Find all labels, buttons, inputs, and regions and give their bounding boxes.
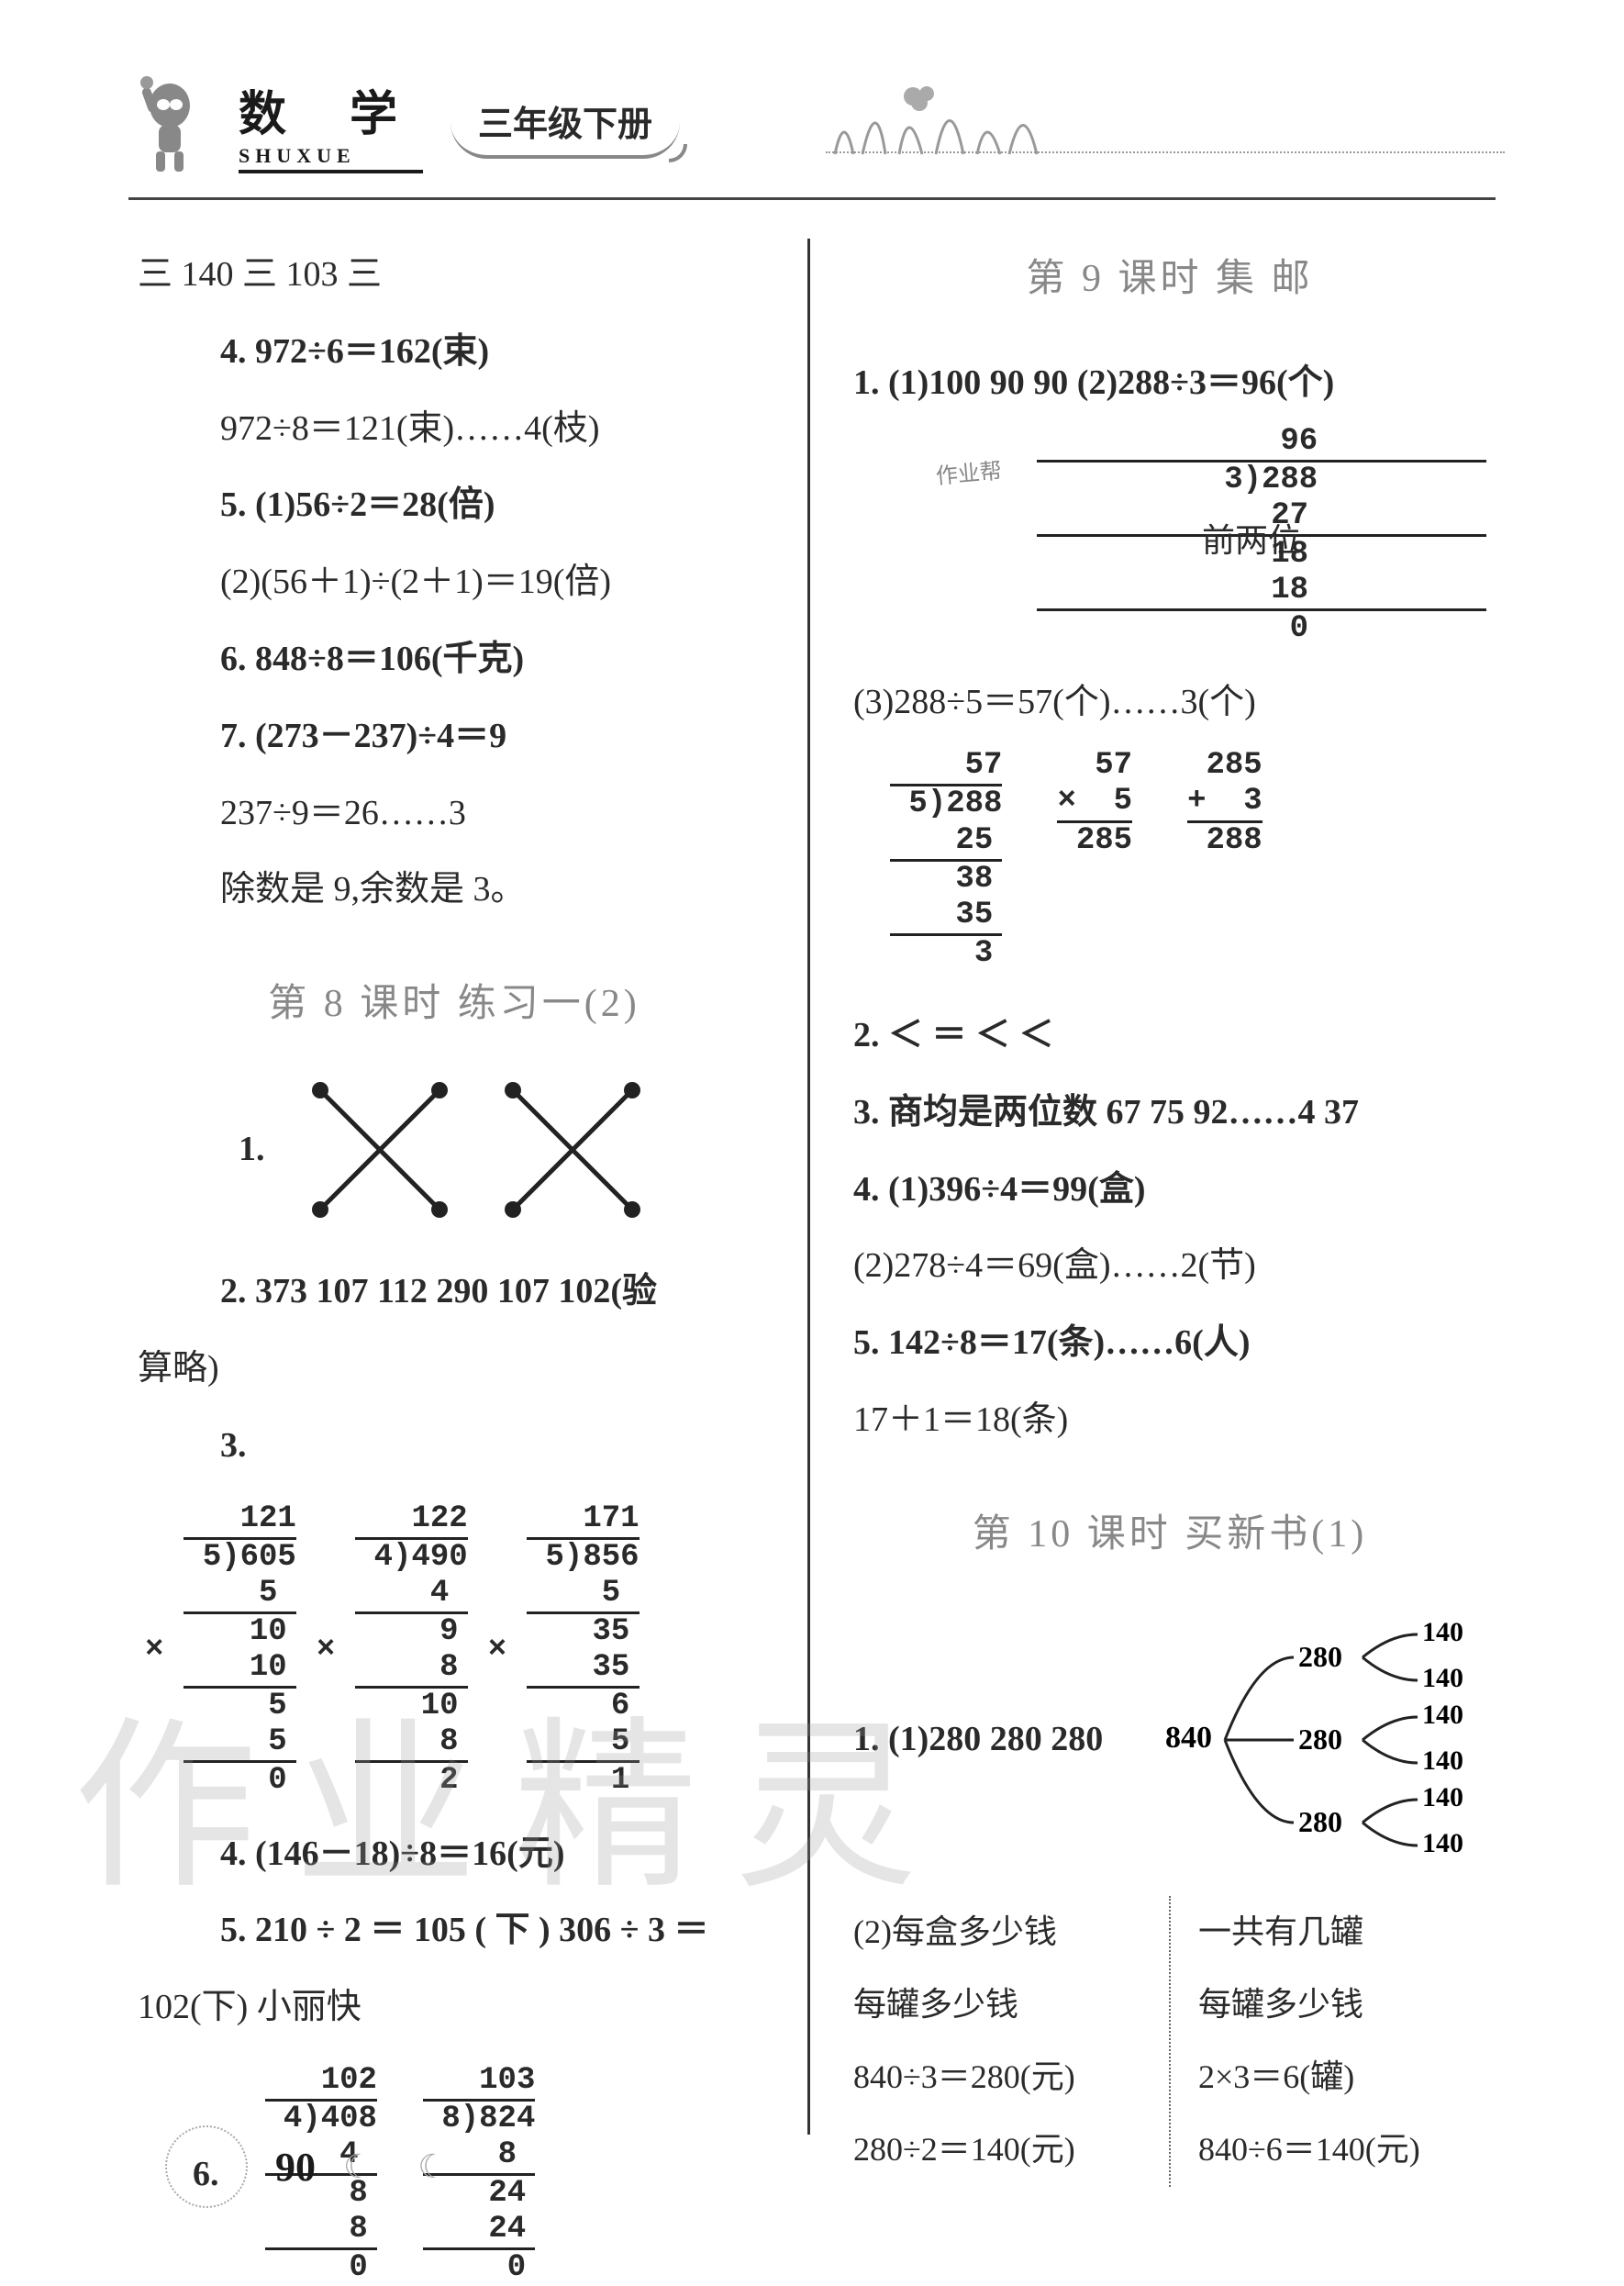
text-line: 算略) <box>138 1333 771 1406</box>
section-9-title: 第 9 课时 集 邮 <box>853 239 1486 319</box>
footer: 90 ☾ ☾ <box>165 2125 466 2208</box>
text-line: 一共有几罐 <box>1198 1896 1486 1968</box>
text-line: 840÷6＝140(元) <box>1198 2113 1486 2186</box>
svg-text:140: 140 <box>1422 1782 1463 1812</box>
text-line: 2. 373 107 112 290 107 102(验 <box>138 1255 771 1329</box>
text-line: 每罐多少钱 <box>853 1968 1141 2041</box>
x-shape-icon <box>302 1072 458 1228</box>
title-block: 数 学 SHUXUE <box>239 75 423 173</box>
section-10-title: 第 10 课时 买新书(1) <box>853 1494 1486 1575</box>
footer-circle-icon <box>165 2125 248 2208</box>
text-line: 4. (1)396÷4＝99(盒) <box>853 1154 1486 1227</box>
long-division: 122 4)490 4 9 8 10 8 2 <box>355 1501 467 1800</box>
long-division: 57 5)288 25 38 35 3 <box>890 748 1002 972</box>
box-right: 一共有几罐 每罐多少钱 2×3＝6(罐) 840÷6＝140(元) <box>1169 1896 1486 2187</box>
tree-diagram: 840 280 280 280 140 140 140 140 140 140 <box>1156 1602 1486 1878</box>
column-divider <box>807 239 810 2135</box>
text-line: (2)278÷4＝69(盒)……2(节) <box>853 1230 1486 1303</box>
grass-icon <box>826 83 1064 156</box>
text-line: 除数是 9,余数是 3。 <box>138 853 771 927</box>
addition: 285 + 3 288 <box>1187 748 1262 972</box>
text-line: 972÷8＝121(束)……4(枝) <box>138 393 771 466</box>
box-left: (2)每盒多少钱 每罐多少钱 840÷3＝280(元) 280÷2＝140(元) <box>853 1896 1169 2187</box>
page-number: 90 <box>275 2144 316 2191</box>
text-line: 6. 848÷8＝106(千克) <box>138 623 771 697</box>
text-line: (2)每盒多少钱 <box>853 1896 1141 1968</box>
text-line: 3. 商均是两位数 67 75 92……4 37 <box>853 1076 1486 1150</box>
text-line: 4. 972÷6＝162(束) <box>138 316 771 389</box>
text-line: 1. (1)280 280 280 <box>853 1703 1129 1777</box>
text-line: 840÷3＝280(元) <box>853 2041 1141 2113</box>
long-division-row: × 121 5)605 5 10 10 5 5 0 × 122 4)490 4 … <box>138 1501 771 1800</box>
footer-moons-icon: ☾ ☾ <box>343 2147 466 2186</box>
text-line: (2)(56＋1)÷(2＋1)＝19(倍) <box>138 546 771 619</box>
svg-text:140: 140 <box>1422 1745 1463 1776</box>
mascot-icon <box>128 73 211 174</box>
q1-label: 1. <box>239 1113 265 1187</box>
q3-label: 3. <box>138 1410 771 1483</box>
subtitle: 三年级下册 <box>450 90 680 159</box>
question-1-shapes: 1. <box>138 1072 771 1228</box>
content: 三 140 三 103 三 4. 972÷6＝162(束) 972÷8＝121(… <box>119 239 1505 2135</box>
left-column: 三 140 三 103 三 4. 972÷6＝162(束) 972÷8＝121(… <box>119 239 807 2135</box>
cross-mark: × <box>138 1633 171 1668</box>
text-line: (3)288÷5＝57(个)……3(个) <box>853 666 1486 740</box>
header-rule <box>128 197 1496 200</box>
long-division-96: 96 3)288 27 18 18 0 前两位 作业帮 <box>853 424 1486 648</box>
two-col-box: (2)每盒多少钱 每罐多少钱 840÷3＝280(元) 280÷2＝140(元)… <box>853 1896 1486 2187</box>
text-line: 7. (273－237)÷4＝9 <box>138 700 771 774</box>
long-division: 171 5)856 5 35 35 6 5 1 <box>527 1501 639 1800</box>
svg-text:140: 140 <box>1422 1700 1463 1730</box>
verify-row: 57 5)288 25 38 35 3 57 × 5 285 285 + 3 2… <box>853 748 1486 972</box>
long-division: 121 5)605 5 10 10 5 5 0 <box>184 1501 295 1800</box>
svg-text:140: 140 <box>1422 1617 1463 1647</box>
text-line: 17＋1＝18(条) <box>853 1384 1486 1457</box>
dotted-rule <box>826 151 1505 153</box>
text-line: 5. 210 ÷ 2 ＝ 105 ( 下 ) 306 ÷ 3 ＝ <box>138 1894 771 1968</box>
title-pinyin: SHUXUE <box>239 144 423 173</box>
annotation: 前两位 <box>1202 507 1301 576</box>
multiplication: 57 × 5 285 <box>1057 748 1132 972</box>
svg-text:280: 280 <box>1298 1723 1342 1756</box>
page-header: 数 学 SHUXUE 三年级下册 <box>128 73 680 174</box>
tree-diagram-block: 1. (1)280 280 280 840 280 280 280 140 14… <box>853 1602 1486 1878</box>
text-line: 2. ＜ ＝ ＜ ＜ <box>853 999 1486 1073</box>
text-line: 5. 142÷8＝17(条)……6(人) <box>853 1307 1486 1380</box>
text-line: 280÷2＝140(元) <box>853 2113 1141 2186</box>
stamp-label: 作业帮 <box>934 449 1004 500</box>
cross-mark: × <box>481 1633 514 1668</box>
cross-mark: × <box>309 1633 342 1668</box>
text-line: 237÷9＝26……3 <box>138 777 771 851</box>
svg-text:140: 140 <box>1422 1828 1463 1858</box>
text-line: 每罐多少钱 <box>1198 1968 1486 2041</box>
text-line: 102(下) 小丽快 <box>138 1971 771 2045</box>
title-main: 数 学 <box>239 75 423 144</box>
svg-text:140: 140 <box>1422 1663 1463 1693</box>
text-line: 5. (1)56÷2＝28(倍) <box>138 469 771 542</box>
right-column: 第 9 课时 集 邮 1. (1)100 90 90 (2)288÷3＝96(个… <box>807 239 1505 2135</box>
svg-text:280: 280 <box>1298 1805 1342 1838</box>
svg-text:280: 280 <box>1298 1640 1342 1673</box>
section-8-title: 第 8 课时 练习一(2) <box>138 964 771 1044</box>
text-line: 2×3＝6(罐) <box>1198 2041 1486 2113</box>
text-line: 1. (1)100 90 90 (2)288÷3＝96(个) <box>853 347 1486 420</box>
svg-text:840: 840 <box>1165 1721 1212 1755</box>
text-line: 4. (146－18)÷8＝16(元) <box>138 1818 771 1891</box>
text-line: 三 140 三 103 三 <box>138 239 771 312</box>
x-shape-icon <box>495 1072 651 1228</box>
